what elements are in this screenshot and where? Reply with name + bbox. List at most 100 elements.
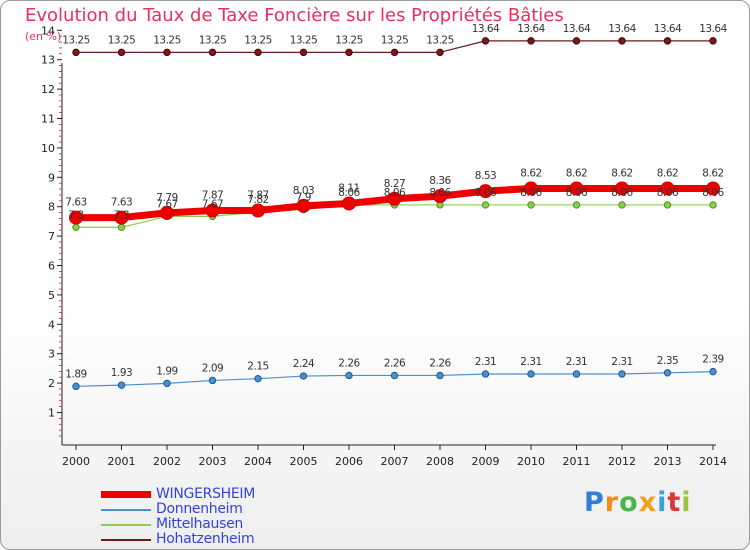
data-point-donnenheim bbox=[663, 369, 672, 377]
data-point-mittelhausen bbox=[117, 223, 126, 231]
y-tick-label: 5 bbox=[48, 289, 55, 302]
data-label-wingersheim: 7.87 bbox=[247, 190, 268, 202]
data-label-mittelhausen: 7.3 bbox=[114, 209, 129, 221]
data-point-hohatzenheim bbox=[618, 37, 626, 45]
y-tick-label: 8 bbox=[48, 201, 55, 214]
data-point-hohatzenheim bbox=[527, 37, 535, 45]
data-label-hohatzenheim: 13.25 bbox=[108, 34, 136, 46]
data-label-hohatzenheim: 13.25 bbox=[153, 34, 181, 46]
y-tick-label: 7 bbox=[48, 230, 55, 243]
data-point-hohatzenheim bbox=[163, 48, 171, 57]
data-label-donnenheim: 1.93 bbox=[111, 367, 132, 379]
data-point-hohatzenheim bbox=[345, 48, 353, 57]
data-label-hohatzenheim: 13.25 bbox=[426, 34, 454, 46]
legend-swatch-hohatzenheim bbox=[101, 539, 151, 541]
data-label-wingersheim: 7.63 bbox=[111, 197, 132, 209]
data-label-mittelhausen: 7.9 bbox=[296, 192, 311, 204]
y-tick-label: 11 bbox=[41, 113, 55, 126]
data-label-mittelhausen: 8.06 bbox=[475, 187, 497, 199]
data-point-wingersheim bbox=[160, 205, 174, 220]
data-point-donnenheim bbox=[72, 382, 80, 391]
data-label-donnenheim: 2.26 bbox=[429, 357, 451, 369]
x-tick-label: 2013 bbox=[654, 455, 682, 468]
legend-swatch-wingersheim bbox=[101, 491, 151, 498]
x-tick-label: 2000 bbox=[62, 455, 90, 468]
data-point-donnenheim bbox=[709, 367, 717, 376]
data-label-wingersheim: 7.79 bbox=[156, 192, 177, 204]
data-point-wingersheim bbox=[205, 203, 220, 218]
data-point-wingersheim bbox=[660, 181, 675, 196]
proxiti-logo: Proxiti bbox=[584, 487, 692, 518]
data-point-hohatzenheim bbox=[390, 48, 399, 57]
data-label-hohatzenheim: 13.25 bbox=[335, 34, 363, 46]
data-label-mittelhausen: 8.06 bbox=[520, 187, 542, 199]
legend-label-donnenheim: Donnenheim bbox=[156, 501, 243, 517]
data-label-donnenheim: 2.31 bbox=[611, 356, 632, 368]
data-label-donnenheim: 2.15 bbox=[247, 361, 268, 373]
data-point-donnenheim bbox=[527, 370, 535, 378]
legend-label-wingersheim: WINGERSHEIM bbox=[156, 486, 256, 502]
data-label-wingersheim: 8.03 bbox=[293, 185, 314, 197]
data-point-wingersheim bbox=[478, 184, 493, 199]
data-label-donnenheim: 2.26 bbox=[338, 357, 360, 369]
data-point-wingersheim bbox=[433, 189, 447, 204]
data-label-donnenheim: 2.24 bbox=[293, 358, 315, 370]
data-point-hohatzenheim bbox=[572, 37, 581, 45]
data-point-hohatzenheim bbox=[117, 48, 126, 57]
data-label-wingersheim: 8.27 bbox=[384, 178, 405, 190]
data-point-mittelhausen bbox=[709, 201, 717, 209]
data-label-mittelhausen: 8.06 bbox=[657, 187, 679, 199]
data-point-wingersheim bbox=[569, 181, 584, 196]
data-label-mittelhausen: 8.06 bbox=[429, 187, 451, 199]
x-tick-label: 2008 bbox=[426, 455, 454, 468]
data-point-donnenheim bbox=[163, 379, 171, 388]
data-label-hohatzenheim: 13.64 bbox=[608, 23, 636, 35]
logo-letter: r bbox=[604, 487, 620, 518]
data-label-wingersheim: 8.62 bbox=[611, 167, 632, 179]
y-tick-label: 12 bbox=[41, 83, 55, 96]
data-label-wingersheim: 8.11 bbox=[338, 182, 359, 194]
x-tick-label: 2004 bbox=[244, 455, 272, 468]
x-tick-label: 2006 bbox=[335, 455, 363, 468]
data-label-donnenheim: 2.35 bbox=[657, 355, 678, 367]
data-point-donnenheim bbox=[572, 370, 581, 378]
data-label-donnenheim: 2.09 bbox=[202, 362, 223, 374]
data-label-donnenheim: 2.31 bbox=[520, 356, 541, 368]
x-tick-label: 2009 bbox=[472, 455, 500, 468]
data-point-donnenheim bbox=[390, 371, 399, 380]
data-label-hohatzenheim: 13.25 bbox=[244, 34, 272, 46]
data-point-wingersheim bbox=[69, 210, 83, 225]
data-point-hohatzenheim bbox=[72, 48, 80, 57]
data-point-wingersheim bbox=[387, 191, 402, 206]
data-label-wingersheim: 8.62 bbox=[566, 167, 587, 179]
y-tick-label: 14 bbox=[41, 24, 55, 37]
data-point-donnenheim bbox=[436, 371, 444, 380]
data-label-mittelhausen: 7.67 bbox=[202, 198, 223, 210]
data-point-mittelhausen bbox=[481, 201, 490, 209]
data-label-wingersheim: 8.62 bbox=[657, 167, 678, 179]
data-label-donnenheim: 2.31 bbox=[475, 356, 496, 368]
legend-swatch-donnenheim bbox=[101, 509, 151, 511]
data-label-hohatzenheim: 13.25 bbox=[290, 34, 318, 46]
legend-label-mittelhausen: Mittelhausen bbox=[156, 516, 243, 532]
data-point-hohatzenheim bbox=[299, 48, 308, 57]
data-point-wingersheim bbox=[615, 181, 629, 196]
data-point-hohatzenheim bbox=[436, 48, 444, 57]
logo-letter: i bbox=[681, 487, 692, 518]
legend-swatch-mittelhausen bbox=[101, 524, 151, 526]
y-tick-label: 2 bbox=[48, 377, 55, 390]
data-point-donnenheim bbox=[618, 370, 626, 378]
data-label-wingersheim: 7.63 bbox=[65, 197, 86, 209]
data-label-wingersheim: 8.53 bbox=[475, 170, 496, 182]
y-tick-label: 13 bbox=[41, 54, 55, 67]
data-label-mittelhausen: 8.06 bbox=[338, 187, 360, 199]
chart-unit-label: (en %) bbox=[25, 30, 62, 43]
chart-series-lines bbox=[69, 37, 720, 391]
data-point-donnenheim bbox=[117, 381, 126, 389]
data-point-hohatzenheim bbox=[663, 37, 672, 45]
data-label-mittelhausen: 8.06 bbox=[702, 187, 724, 199]
data-point-wingersheim bbox=[296, 198, 311, 213]
data-point-wingersheim bbox=[342, 196, 356, 211]
